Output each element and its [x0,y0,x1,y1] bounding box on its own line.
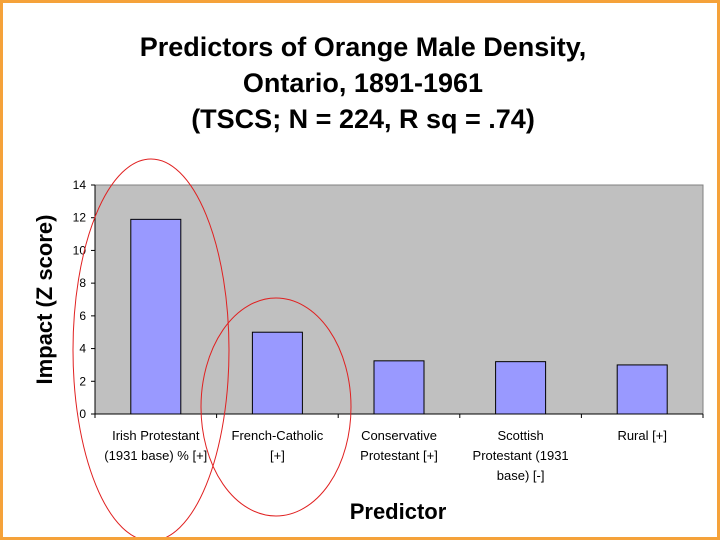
chart-title: Predictors of Orange Male Density, Ontar… [3,29,717,137]
annotation-circle-french [200,297,352,517]
bar-chart: 0 2 4 6 8 10 12 14 Irish Protestant (1931 base) … [32,158,704,537]
title-line-2: Ontario, 1891-1961 [242,68,484,98]
x-axis-title: Predictor [350,499,447,524]
y-axis-title: Impact (Z score) [32,215,57,385]
title-line-3: (TSCS; N = 224, R sq = .74) [191,104,535,134]
x-tick-label-0: Irish Protestant (1931 base) % [+] [104,428,207,463]
y-tick-label: 14 [73,178,87,192]
y-tick-label: 0 [79,407,86,421]
y-tick-label: 8 [79,276,86,290]
bar-1 [251,331,303,415]
y-tick-label: 2 [79,374,86,388]
y-tick-label: 4 [79,342,86,356]
bar-4 [616,364,668,415]
title-line-1: Predictors of Orange Male Density, [139,32,587,62]
y-tick-label: 6 [79,309,86,323]
x-tick-label-2: Conservative Protestant [+] [360,428,438,463]
x-tick-label-1: French-Catholic [+] [232,428,324,463]
bar-3 [495,361,547,415]
y-tick-label: 12 [73,211,87,225]
bar-2 [373,360,425,415]
bar-0 [130,218,182,415]
y-tick-label: 10 [73,243,87,257]
x-tick-label-4: Rural [+] [617,428,667,443]
x-tick-label-3: Scottish Protestant (1931 base) [-] [473,428,569,483]
annotation-circle-irish [72,158,230,537]
